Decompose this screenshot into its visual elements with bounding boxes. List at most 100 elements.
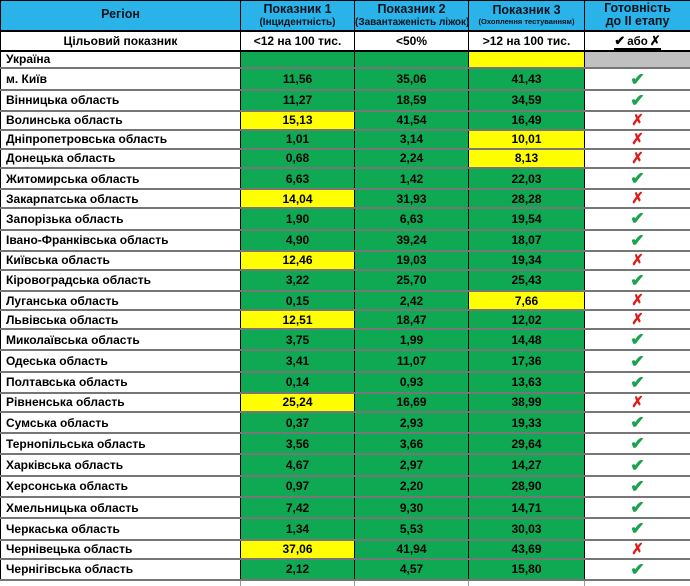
- table-row: Чернівецька область 37,06 41,94 43,69 ✗: [0, 539, 690, 560]
- table-row: Тернопільська область 3,56 3,66 29,64 ✔: [0, 433, 690, 456]
- indicator1-cell: 1,34: [240, 518, 355, 541]
- check-icon: ✔: [630, 90, 645, 110]
- readiness-cell: ✗: [584, 110, 690, 131]
- readiness-cell: ✗: [584, 129, 690, 150]
- column-header-label: Готовність: [604, 0, 671, 15]
- indicator1-cell: 1,90: [240, 208, 355, 231]
- check-icon: ✔: [630, 169, 645, 189]
- readiness-cell: ✔: [584, 89, 690, 112]
- table-row: Миколаївська область 3,75 1,99 14,48 ✔: [0, 329, 690, 352]
- check-icon: ✔: [630, 519, 645, 539]
- region-name: Полтавська область: [0, 371, 241, 394]
- indicator2-cell: 35,06: [354, 68, 469, 91]
- indicator2-cell: 2,42: [354, 291, 469, 312]
- indicator3-cell: 14,27: [468, 454, 585, 477]
- region-name: Запорізька область: [0, 208, 241, 231]
- indicator2-cell: 3,14: [354, 129, 469, 150]
- cross-icon: ✗: [631, 130, 644, 148]
- table-row: м. Київ 11,56 35,06 41,43 ✔: [0, 68, 690, 91]
- region-name: Україна: [0, 50, 241, 70]
- indicator2-cell: 3,66: [354, 433, 469, 456]
- table-row: Полтавська область 0,14 0,93 13,63 ✔: [0, 371, 690, 394]
- target-indicator1: <12 на 100 тис.: [240, 30, 355, 52]
- indicator1-cell: 3,22: [240, 269, 355, 293]
- readiness-cell: ✔: [584, 269, 690, 293]
- indicator2-cell: 6,63: [354, 208, 469, 231]
- readiness-cell: ✔: [584, 496, 690, 520]
- indicator3-cell: 41,43: [468, 68, 585, 91]
- region-name: Львівська область: [0, 310, 241, 331]
- column-header-subtitle: (Охоплення тестуванням): [478, 17, 575, 26]
- readiness-cell: ✔: [584, 558, 690, 582]
- cross-icon: ✗: [631, 292, 644, 310]
- indicator1-cell: 15,13: [240, 110, 355, 131]
- readiness-cell: ✔: [584, 475, 690, 498]
- indicator2-cell: 2,24: [354, 148, 469, 169]
- column-divider: [240, 581, 241, 586]
- region-name: Київська область: [0, 250, 241, 271]
- indicator1-cell: 0,15: [240, 291, 355, 312]
- region-name: Волинська область: [0, 110, 241, 131]
- table-row: Донецька область 0,68 2,24 8,13 ✗: [0, 148, 690, 169]
- indicator1-cell: 14,04: [240, 189, 355, 210]
- indicator1-cell: 11,56: [240, 68, 355, 91]
- indicator3-cell: 38,99: [468, 392, 585, 413]
- indicator2-cell: 9,30: [354, 496, 469, 520]
- check-icon: ✔: [630, 413, 645, 433]
- target-indicator2: <50%: [354, 30, 469, 52]
- readiness-cell: ✗: [584, 310, 690, 331]
- indicator3-cell: 19,54: [468, 208, 585, 231]
- readiness-cell: ✔: [584, 229, 690, 252]
- cross-icon: ✗: [631, 393, 644, 411]
- table-row: Сумська область 0,37 2,93 19,33 ✔: [0, 411, 690, 435]
- indicator2-cell: 2,93: [354, 411, 469, 435]
- indicator3-cell: 14,71: [468, 496, 585, 520]
- check-icon: ✔: [630, 476, 645, 496]
- target-readiness: ✔ або ✗: [584, 30, 690, 52]
- indicator3-cell: 7,66: [468, 291, 585, 312]
- indicator3-cell: 28,90: [468, 475, 585, 498]
- table-row: Київська область 12,46 19,03 19,34 ✗: [0, 250, 690, 271]
- region-name: Херсонська область: [0, 475, 241, 498]
- indicator3-cell: 18,07: [468, 229, 585, 252]
- region-name: Кіровоградська область: [0, 269, 241, 293]
- table-row: Кіровоградська область 3,22 25,70 25,43 …: [0, 269, 690, 293]
- region-name: Луганська область: [0, 291, 241, 312]
- cross-icon: ✗: [631, 111, 644, 129]
- table-row: Херсонська область 0,97 2,20 28,90 ✔: [0, 475, 690, 498]
- indicator1-cell: 4,90: [240, 229, 355, 252]
- indicator1-cell: 2,12: [240, 558, 355, 582]
- readiness-cell: ✗: [584, 291, 690, 312]
- indicator1-cell: 0,68: [240, 148, 355, 169]
- column-header-label-line2: до II етапу: [605, 14, 670, 29]
- column-header-subtitle: (Завантаженість ліжок): [355, 16, 469, 28]
- region-name: Одеська область: [0, 350, 241, 373]
- indicator3-cell: 29,64: [468, 433, 585, 456]
- target-row: Цільовий показник <12 на 100 тис. <50% >…: [0, 30, 690, 52]
- bottom-partial-row: [0, 581, 690, 586]
- indicator2-cell: 5,53: [354, 518, 469, 541]
- indicator3-cell: 8,13: [468, 148, 585, 169]
- header-row: Регіон Показник 1 (Інцидентність) Показн…: [0, 0, 690, 32]
- indicator2-cell: 1,99: [354, 329, 469, 352]
- check-icon: ✔: [614, 32, 626, 49]
- indicator3-cell: 10,01: [468, 129, 585, 150]
- cross-icon: ✗: [631, 540, 644, 558]
- indicator3-cell: 25,43: [468, 269, 585, 293]
- table-row: Луганська область 0,15 2,42 7,66 ✗: [0, 291, 690, 312]
- indicator1-cell: 12,46: [240, 250, 355, 271]
- table-row: Україна: [0, 50, 690, 70]
- indicator1-cell: 37,06: [240, 539, 355, 560]
- region-name: Чернігівська область: [0, 558, 241, 582]
- indicator1-cell: 12,51: [240, 310, 355, 331]
- check-icon: ✔: [630, 69, 645, 89]
- table-row: Хмельницька область 7,42 9,30 14,71 ✔: [0, 496, 690, 520]
- readiness-cell: ✔: [584, 350, 690, 373]
- readiness-cell: ✔: [584, 411, 690, 435]
- indicator1-cell: 11,27: [240, 89, 355, 112]
- indicator3-cell: 22,03: [468, 167, 585, 191]
- region-name: Закарпатська область: [0, 189, 241, 210]
- readiness-cell: ✗: [584, 148, 690, 169]
- region-name: Івано-Франківська область: [0, 229, 241, 252]
